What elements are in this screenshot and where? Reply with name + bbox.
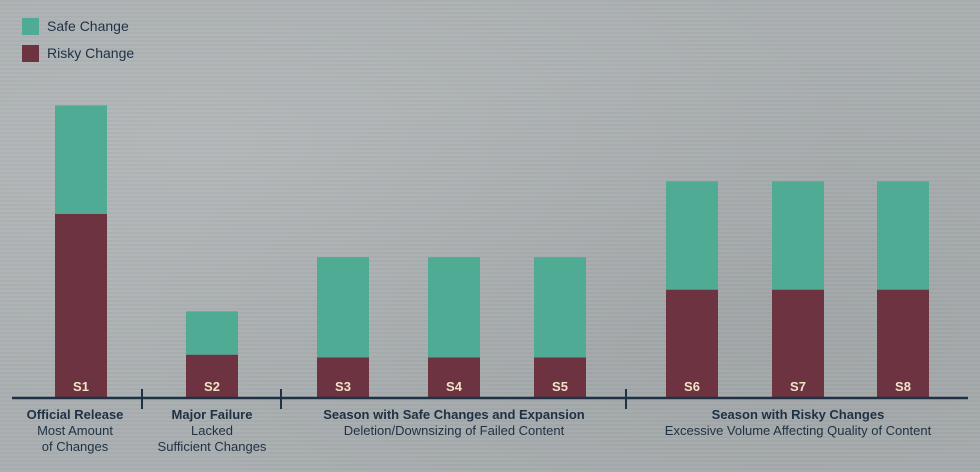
bar-risky-s5 xyxy=(534,357,586,398)
group-label-major-failure: Major Failure Lacked Sufficient Changes xyxy=(142,407,282,455)
group-label-risky-changes: Season with Risky Changes Excessive Volu… xyxy=(626,407,970,439)
tick-label-s4: S4 xyxy=(446,379,463,394)
group-subtitle: Lacked Sufficient Changes xyxy=(157,423,267,454)
group-title: Official Release xyxy=(26,407,124,422)
bar-safe-s5 xyxy=(534,257,586,358)
tick-label-s2: S2 xyxy=(204,379,220,394)
bar-risky-s6 xyxy=(666,289,718,398)
bar-safe-s7 xyxy=(772,181,824,290)
bar-safe-s4 xyxy=(428,257,480,358)
bar-safe-s6 xyxy=(666,181,718,290)
group-subtitle: Most Amount of Changes xyxy=(37,423,113,454)
group-label-safe-changes: Season with Safe Changes and Expansion D… xyxy=(282,407,626,439)
group-subtitle: Deletion/Downsizing of Failed Content xyxy=(343,423,565,438)
group-title: Season with Safe Changes and Expansion xyxy=(323,407,585,422)
bar-risky-s3 xyxy=(317,357,369,398)
legend-swatch-risky-change xyxy=(22,44,39,62)
bar-risky-s7 xyxy=(772,289,824,398)
legend-item-risky-change: Risky Change xyxy=(22,44,134,62)
bar-safe-s8 xyxy=(877,181,929,290)
bar-safe-s3 xyxy=(317,257,369,358)
tick-label-s8: S8 xyxy=(895,379,911,394)
bar-risky-s2 xyxy=(186,354,238,398)
group-subtitle: Excessive Volume Affecting Quality of Co… xyxy=(664,423,932,438)
group-label-official-release: Official Release Most Amount of Changes xyxy=(10,407,140,455)
legend-label: Safe Change xyxy=(47,18,129,34)
tick-label-s7: S7 xyxy=(790,379,806,394)
bar-risky-s8 xyxy=(877,289,929,398)
bar-safe-s1 xyxy=(55,105,107,214)
group-title: Season with Risky Changes xyxy=(711,407,885,422)
tick-label-s6: S6 xyxy=(684,379,700,394)
tick-label-s1: S1 xyxy=(73,379,89,394)
bar-safe-s2 xyxy=(186,311,238,355)
bar-risky-s1 xyxy=(55,213,107,398)
legend-item-safe-change: Safe Change xyxy=(22,17,134,35)
legend-swatch-safe-change xyxy=(22,17,39,35)
legend-label: Risky Change xyxy=(47,45,135,61)
group-title: Major Failure xyxy=(171,407,253,422)
bar-risky-s4 xyxy=(428,357,480,398)
tick-label-s3: S3 xyxy=(335,379,351,394)
legend: Safe Change Risky Change xyxy=(22,17,134,71)
tick-label-s5: S5 xyxy=(552,379,568,394)
